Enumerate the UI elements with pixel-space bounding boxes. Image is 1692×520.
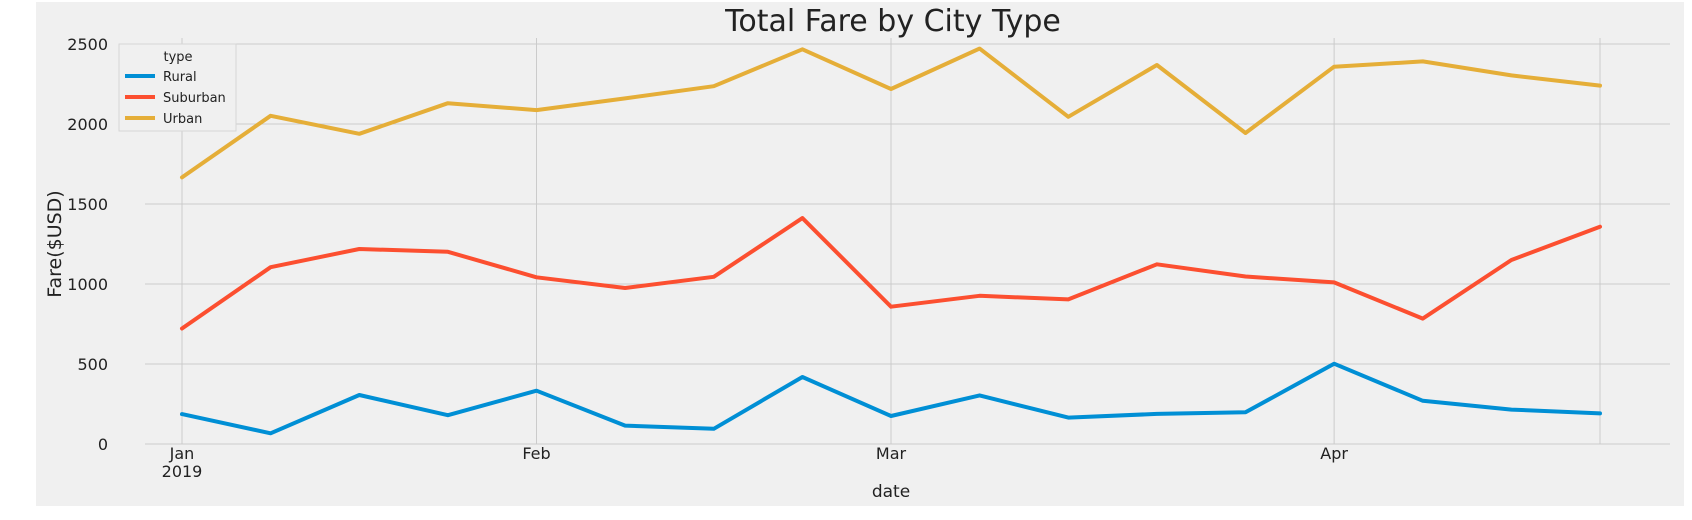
x-tick-label: Jan [169,444,195,463]
legend-title: type [163,50,192,65]
legend-entries: Rural Suburban Urban [125,70,226,127]
x-axis-label: date [872,482,910,502]
series-lines [180,46,1602,436]
series-line-rural [180,361,1602,436]
y-tick-label: 2500 [67,35,108,54]
y-tick-label: 500 [77,355,108,374]
y-tick-label: 1000 [67,275,108,294]
legend-label-suburban: Suburban [163,91,226,106]
y-axis-label: Fare($USD) [44,190,66,297]
x-tick-label: Mar [876,444,907,463]
legend-label-urban: Urban [163,112,202,127]
chart-title: Total Fare by City Type [724,4,1061,39]
y-tick-label: 2000 [67,115,108,134]
figure-background [36,2,1684,506]
y-tick-label: 1500 [67,195,108,214]
x-tick-sublabel: 2019 [162,462,203,481]
y-tick-label: 0 [98,435,108,454]
series-line-suburban [180,216,1602,331]
legend: type Rural Suburban Urban [118,43,237,132]
x-tick-label: Apr [1320,444,1348,463]
legend-label-rural: Rural [163,70,197,85]
x-tick-label: Feb [522,444,550,463]
grid-lines [145,38,1670,445]
y-tick-labels: 0 500 1000 1500 2000 2500 [67,35,108,454]
series-line-urban [180,46,1602,180]
